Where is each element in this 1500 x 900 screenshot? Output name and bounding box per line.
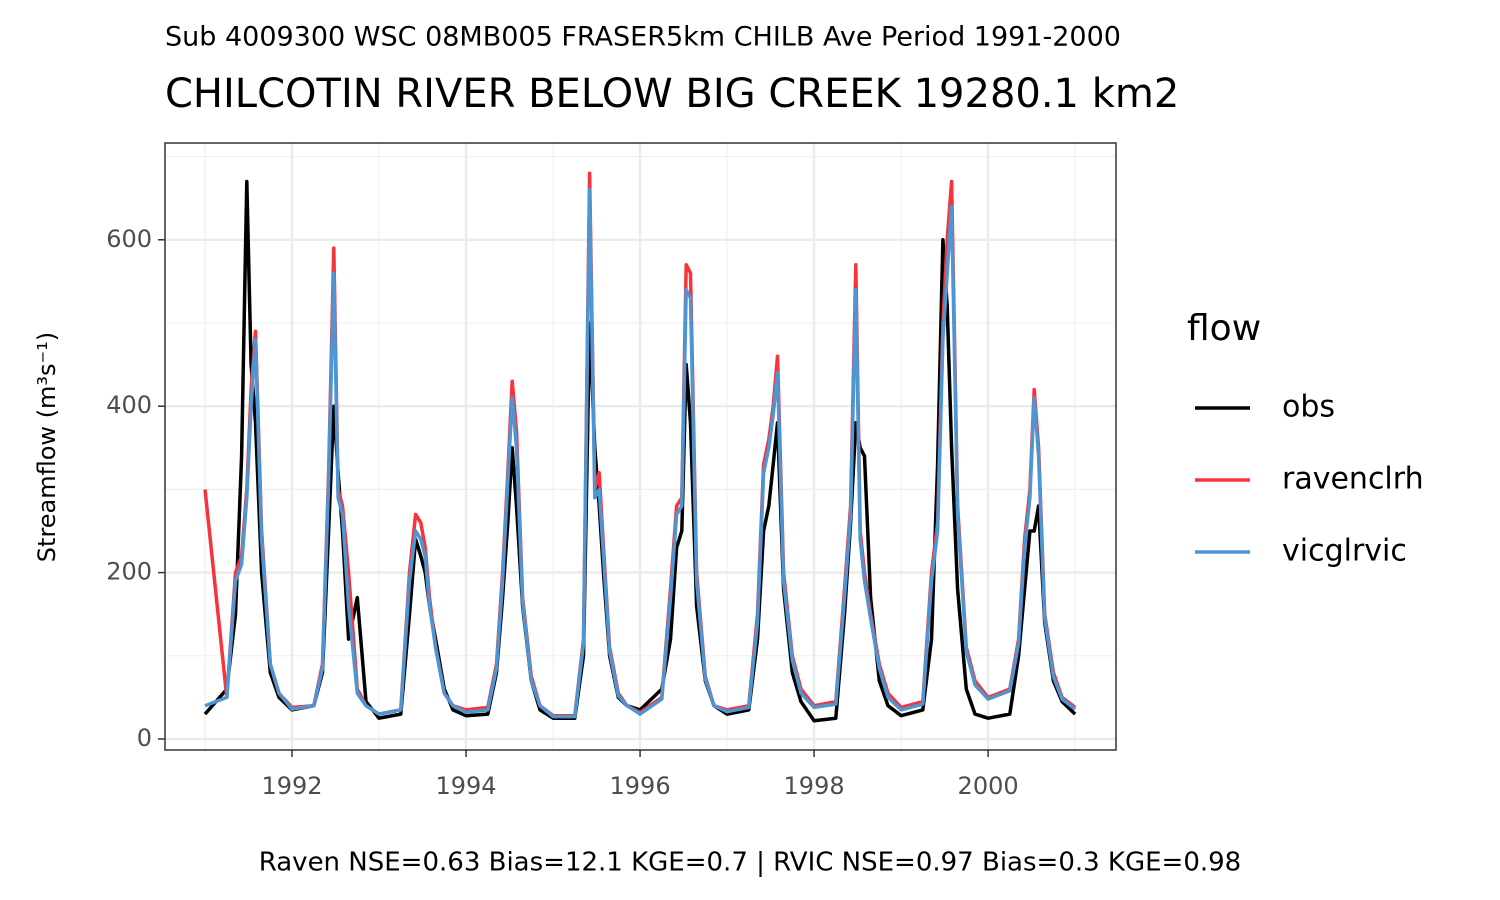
legend-label: ravenclrh — [1282, 462, 1424, 497]
y-tick-label: 0 — [137, 724, 152, 752]
x-tick-label: 1992 — [261, 772, 322, 800]
y-tick-label: 600 — [106, 225, 152, 253]
x-tick-label: 1994 — [436, 772, 497, 800]
line-series — [204, 188, 1077, 719]
line-series — [203, 179, 1077, 723]
chart-title: CHILCOTIN RIVER BELOW BIG CREEK 19280.1 … — [165, 71, 1179, 117]
y-tick-label: 400 — [106, 391, 152, 419]
y-tick-label: 200 — [106, 558, 152, 586]
legend-label: vicglrvic — [1282, 534, 1407, 569]
legend-title: flow — [1187, 308, 1261, 349]
legend-label: obs — [1282, 390, 1335, 425]
x-tick-label: 1998 — [784, 772, 845, 800]
y-axis-label: Streamflow (m³s⁻¹) — [33, 332, 61, 562]
x-tick-label: 2000 — [958, 772, 1019, 800]
caption: Raven NSE=0.63 Bias=12.1 KGE=0.7 | RVIC … — [259, 848, 1241, 878]
chart-subtitle: Sub 4009300 WSC 08MB005 FRASER5km CHILB … — [165, 22, 1121, 53]
panel-border — [164, 142, 1117, 751]
x-tick-label: 1996 — [610, 772, 671, 800]
